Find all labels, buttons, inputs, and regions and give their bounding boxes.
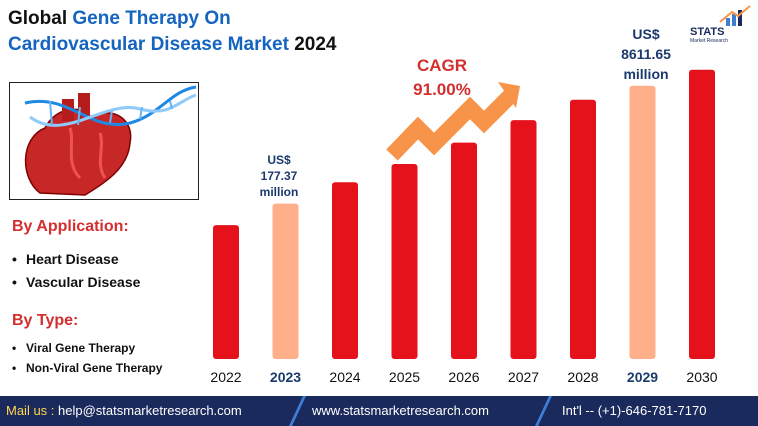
logo-bars-icon — [719, 5, 751, 26]
callout-unit: million — [623, 66, 669, 82]
bar-2026 — [451, 142, 477, 359]
footer-mail: Mail us : help@statsmarketresearch.com — [6, 403, 242, 418]
tick-label-2025: 2025 — [389, 369, 420, 385]
application-list: Heart Disease Vascular Disease — [12, 248, 140, 294]
footer-divider — [535, 396, 552, 426]
title-year: 2024 — [288, 34, 337, 55]
page-title: Global Gene Therapy On Cardiovascular Di… — [8, 6, 336, 58]
tick-label-2027: 2027 — [508, 369, 539, 385]
bar-2025 — [391, 164, 418, 359]
bar-2023 — [272, 203, 299, 359]
title-highlight: Gene Therapy On — [72, 8, 231, 29]
mail-link[interactable]: help@statsmarketresearch.com — [58, 403, 242, 418]
callout-unit: million — [259, 185, 299, 199]
title-prefix: Global — [8, 8, 73, 29]
logo-tagline: Market Research — [690, 38, 729, 44]
bar-2022 — [213, 225, 239, 359]
callout-amount: 177.37 — [260, 169, 298, 183]
mail-label: Mail us : — [6, 403, 59, 418]
heart-illustration — [9, 82, 199, 200]
bar-2024 — [332, 182, 358, 359]
tick-label-2028: 2028 — [567, 369, 598, 385]
tick-label-2024: 2024 — [329, 369, 360, 385]
heart-dna-icon — [24, 85, 197, 196]
cagr-arrow-icon — [386, 90, 516, 161]
callout-amount: 8611.65 — [621, 46, 671, 62]
list-item: Vascular Disease — [12, 271, 140, 294]
bar-2029 — [629, 85, 656, 360]
tick-label-2029: 2029 — [627, 369, 658, 385]
tick-label-2022: 2022 — [210, 369, 241, 385]
phone-number: Int'l -- (+1)-646-781-7170 — [562, 403, 707, 418]
callout-currency: US$ — [267, 153, 291, 167]
cagr-label: CAGR — [416, 56, 468, 75]
application-heading: By Application: — [12, 218, 129, 235]
cagr-arrowhead-icon — [498, 82, 520, 108]
cagr-badge: CAGR 91.00% — [397, 54, 487, 102]
cagr-value: 91.00% — [413, 80, 471, 99]
tick-label-2026: 2026 — [448, 369, 479, 385]
stats-logo: STATS Market Research — [690, 4, 752, 48]
callout-currency: US$ — [632, 26, 660, 42]
footer-divider — [289, 396, 306, 426]
bar-2028 — [570, 99, 596, 359]
list-item: Heart Disease — [12, 248, 140, 271]
value-callout-2029: US$ 8611.65 million — [608, 24, 684, 84]
tick-label-2023: 2023 — [270, 369, 301, 385]
website-link[interactable]: www.statsmarketresearch.com — [312, 403, 489, 418]
title-line2-highlight: Cardiovascular Disease Market — [8, 34, 289, 55]
footer-bar: Mail us : help@statsmarketresearch.com w… — [0, 396, 758, 426]
type-heading: By Type: — [12, 312, 79, 329]
logo-name: STATS — [690, 26, 725, 38]
value-callout-2023: US$ 177.37 million — [248, 152, 310, 200]
list-item: Viral Gene Therapy — [12, 338, 162, 358]
type-list: Viral Gene Therapy Non-Viral Gene Therap… — [12, 338, 162, 378]
tick-label-2030: 2030 — [686, 369, 717, 385]
bar-2027 — [510, 120, 537, 359]
bar-2030 — [689, 69, 715, 359]
list-item: Non-Viral Gene Therapy — [12, 358, 162, 378]
